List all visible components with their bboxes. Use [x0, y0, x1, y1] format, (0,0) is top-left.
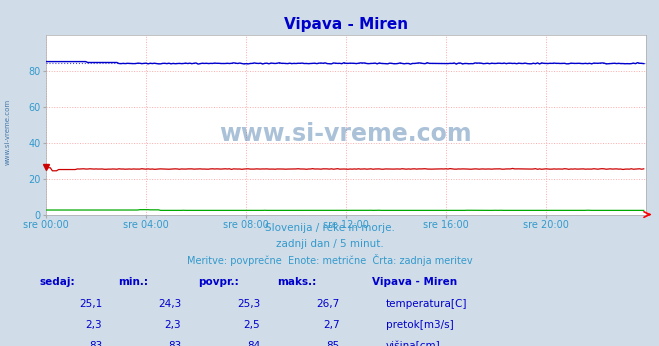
Text: 85: 85	[326, 341, 339, 346]
Text: 2,3: 2,3	[165, 320, 181, 330]
Text: 24,3: 24,3	[158, 299, 181, 309]
Title: Vipava - Miren: Vipava - Miren	[284, 17, 408, 32]
Text: 83: 83	[89, 341, 102, 346]
Text: 84: 84	[247, 341, 260, 346]
Text: 2,7: 2,7	[323, 320, 339, 330]
Text: 83: 83	[168, 341, 181, 346]
Text: zadnji dan / 5 minut.: zadnji dan / 5 minut.	[275, 239, 384, 249]
Text: Vipava - Miren: Vipava - Miren	[372, 277, 457, 287]
Text: 26,7: 26,7	[316, 299, 339, 309]
Text: 25,3: 25,3	[237, 299, 260, 309]
Text: Slovenija / reke in morje.: Slovenija / reke in morje.	[264, 223, 395, 233]
Text: Meritve: povprečne  Enote: metrične  Črta: zadnja meritev: Meritve: povprečne Enote: metrične Črta:…	[186, 254, 473, 266]
Text: sedaj:: sedaj:	[40, 277, 75, 287]
Text: min.:: min.:	[119, 277, 149, 287]
Text: www.si-vreme.com: www.si-vreme.com	[219, 121, 473, 146]
Text: www.si-vreme.com: www.si-vreme.com	[5, 98, 11, 165]
Text: 2,3: 2,3	[86, 320, 102, 330]
Text: povpr.:: povpr.:	[198, 277, 239, 287]
Text: višina[cm]: višina[cm]	[386, 341, 440, 346]
Text: maks.:: maks.:	[277, 277, 316, 287]
Text: pretok[m3/s]: pretok[m3/s]	[386, 320, 453, 330]
Text: temperatura[C]: temperatura[C]	[386, 299, 467, 309]
Text: 2,5: 2,5	[244, 320, 260, 330]
Text: 25,1: 25,1	[79, 299, 102, 309]
